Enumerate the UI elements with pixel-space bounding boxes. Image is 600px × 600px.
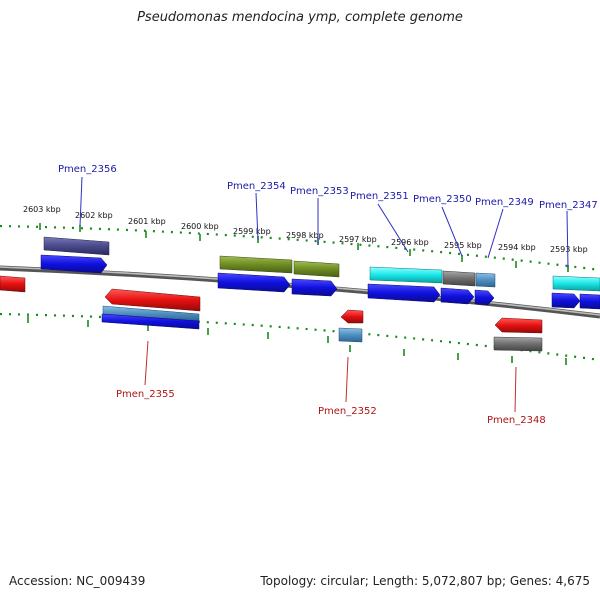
cds-arrow-pmen-2352[interactable]: [340, 309, 364, 324]
gene-feature-pmen-2356[interactable]: [43, 236, 110, 256]
gene-feature-pmen-2350[interactable]: [442, 270, 476, 287]
scale-label: 2594 kbp: [498, 243, 536, 252]
cds-arrow-pmen-2354[interactable]: [217, 272, 291, 293]
gene-feature-pmen-2355-b[interactable]: [101, 313, 200, 330]
gene-label-pmen-2355[interactable]: Pmen_2355: [116, 389, 175, 400]
cds-arrow-pmen-2347-b[interactable]: [579, 293, 600, 310]
scale-label: 2599 kbp: [233, 227, 271, 236]
leader-line: [79, 176, 83, 227]
cds-arrow-pmen-2350[interactable]: [440, 287, 475, 305]
gene-feature-pmen-2353[interactable]: [293, 260, 340, 278]
cds-arrow-pmen-2348[interactable]: [494, 317, 543, 334]
scale-label: 2596 kbp: [391, 238, 429, 247]
gene-feature-pmen-2351[interactable]: [369, 266, 443, 284]
gene-feature-pmen-2354[interactable]: [219, 255, 293, 274]
gene-label-pmen-2351[interactable]: Pmen_2351: [350, 191, 409, 202]
gene-label-pmen-2356[interactable]: Pmen_2356: [58, 164, 117, 175]
accession-label: Accession: NC_009439: [9, 574, 146, 588]
scale-label: 2600 kbp: [181, 222, 219, 231]
scale-label: 2597 kbp: [339, 235, 377, 244]
gene-label-pmen-2352[interactable]: Pmen_2352: [318, 406, 377, 417]
outer-major-ticks: [39, 223, 569, 272]
scale-label: 2602 kbp: [75, 211, 113, 220]
scale-label: 2593 kbp: [550, 245, 588, 254]
leader-line: [566, 210, 569, 269]
genome-title: Pseudomonas mendocina ymp, complete geno…: [137, 10, 463, 25]
gene-label-pmen-2348[interactable]: Pmen_2348: [487, 415, 546, 426]
leader-line: [144, 340, 149, 386]
leader-line: [514, 366, 517, 413]
scale-label: 2598 kbp: [286, 231, 324, 240]
scale-label: 2603 kbp: [23, 205, 61, 214]
cds-arrow-pmen-2351[interactable]: [367, 283, 441, 303]
gene-label-pmen-2350[interactable]: Pmen_2350: [413, 194, 472, 205]
forward-feature-track: [43, 236, 600, 292]
scale-label: 2595 kbp: [444, 241, 482, 250]
leader-line: [441, 206, 463, 257]
gene-labels: Pmen_2356 Pmen_2354 Pmen_2353 Pmen_2351 …: [58, 164, 598, 426]
cds-arrow-pmen-2356[interactable]: [40, 254, 108, 274]
cds-arrow-pmen-2349[interactable]: [474, 289, 495, 306]
inner-major-ticks: [27, 316, 567, 365]
cds-arrow-offscreen-left[interactable]: [0, 275, 26, 293]
gene-feature-pmen-2352[interactable]: [338, 327, 363, 343]
gene-label-pmen-2349[interactable]: Pmen_2349: [475, 197, 534, 208]
leader-line: [255, 192, 259, 241]
scale-label: 2601 kbp: [128, 217, 166, 226]
gene-feature-pmen-2347[interactable]: [552, 275, 600, 292]
reverse-feature-track: [101, 305, 543, 352]
gene-label-pmen-2347[interactable]: Pmen_2347: [539, 200, 598, 211]
scale-labels: 2603 kbp 2602 kbp 2601 kbp 2600 kbp 2599…: [23, 205, 588, 254]
leader-line: [345, 356, 349, 403]
forward-cds-track: [40, 254, 600, 310]
reverse-leader-lines: [144, 340, 517, 413]
gene-feature-pmen-2348[interactable]: [493, 336, 543, 352]
gene-label-pmen-2354[interactable]: Pmen_2354: [227, 181, 286, 192]
leader-line: [377, 203, 409, 253]
genome-summary-label: Topology: circular; Length: 5,072,807 bp…: [260, 574, 590, 588]
cds-arrow-pmen-2347-a[interactable]: [551, 292, 581, 309]
reverse-cds-track: [0, 275, 543, 334]
forward-leader-lines: [79, 176, 569, 269]
gene-feature-pmen-2349[interactable]: [475, 272, 496, 288]
gene-label-pmen-2353[interactable]: Pmen_2353: [290, 186, 349, 197]
cds-arrow-pmen-2355[interactable]: [104, 288, 201, 312]
leader-line: [487, 208, 504, 259]
cds-arrow-pmen-2353[interactable]: [291, 278, 338, 297]
